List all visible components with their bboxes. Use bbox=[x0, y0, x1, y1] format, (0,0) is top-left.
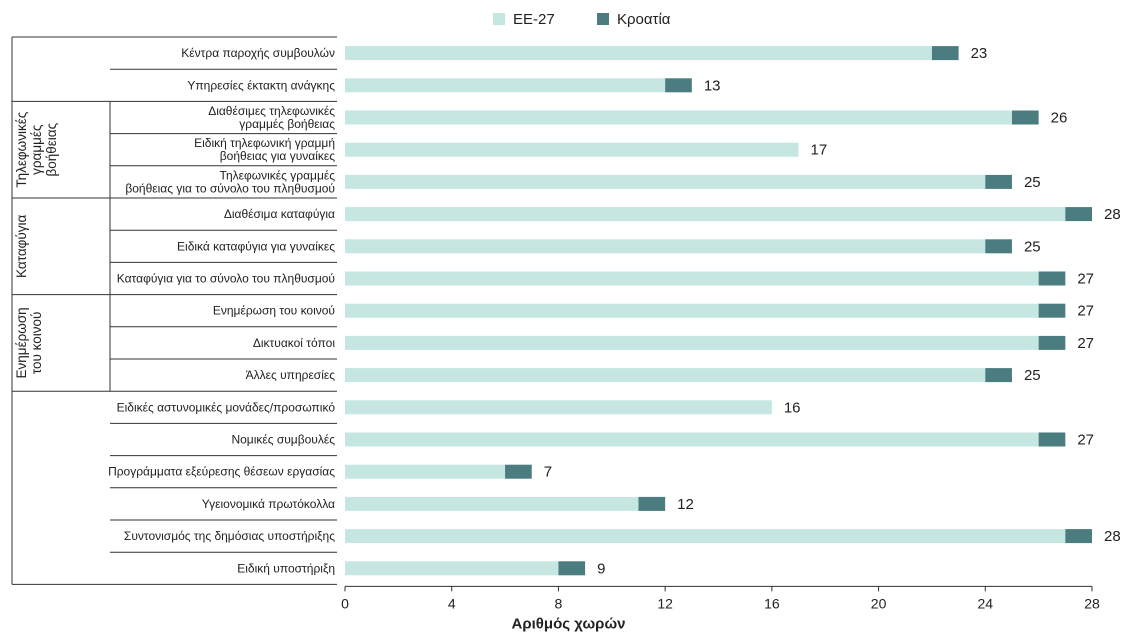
bars bbox=[345, 46, 1092, 576]
x-tick-label: 24 bbox=[977, 595, 993, 611]
value-label: 27 bbox=[1077, 271, 1094, 288]
x-tick-label: 12 bbox=[657, 595, 673, 611]
bar-croatia bbox=[931, 46, 959, 61]
value-label: 17 bbox=[811, 142, 828, 159]
bar-eu27 bbox=[345, 110, 1012, 125]
category-label: Κέντρα παροχής συμβουλών bbox=[181, 46, 335, 60]
legend-label: Κροατία bbox=[617, 11, 671, 28]
bar-croatia bbox=[1038, 303, 1066, 318]
value-label: 27 bbox=[1077, 432, 1094, 449]
bar-eu27 bbox=[345, 368, 986, 383]
bar-croatia bbox=[638, 496, 666, 511]
value-label: 9 bbox=[597, 560, 605, 577]
category-label: Ειδική τηλεφωνική γραμμή bbox=[194, 136, 335, 150]
category-labels: Κέντρα παροχής συμβουλών Υπηρεσίες έκτακτ… bbox=[108, 46, 335, 575]
x-tick-label: 0 bbox=[341, 595, 349, 611]
value-labels: 23 13 26 17 25 28 25 27 27 27 25 16 27 7 12 28 9 bbox=[544, 45, 1121, 577]
category-label: Ειδικές αστυνομικές μονάδες/προσωπικό bbox=[117, 400, 336, 414]
x-axis-title: Αριθμός χωρών bbox=[512, 615, 626, 632]
value-label: 25 bbox=[1024, 174, 1041, 191]
category-label: Προγράμματα εξεύρεσης θέσεων εργασίας bbox=[108, 465, 335, 479]
group-label: του κοινού bbox=[29, 312, 44, 375]
bar-eu27 bbox=[345, 303, 1039, 318]
category-label: βοήθειας για γυναίκες bbox=[220, 149, 335, 163]
x-tick-label: 20 bbox=[871, 595, 887, 611]
bar-eu27 bbox=[345, 174, 986, 189]
value-label: 16 bbox=[784, 399, 801, 416]
value-label: 28 bbox=[1104, 528, 1121, 545]
value-label: 26 bbox=[1051, 110, 1068, 127]
category-label: Δικτυακοί τόποι bbox=[253, 336, 335, 350]
bar-eu27 bbox=[345, 561, 559, 576]
x-tick-label: 28 bbox=[1084, 595, 1100, 611]
category-label: βοήθειας για το σύνολο του πληθυσμού bbox=[125, 181, 335, 195]
bar-croatia bbox=[1038, 432, 1066, 447]
category-label: γραμμές βοήθειας bbox=[239, 117, 335, 131]
bar-eu27 bbox=[345, 432, 1039, 447]
legend-label: ΕΕ-27 bbox=[513, 11, 555, 28]
value-label: 27 bbox=[1077, 335, 1094, 352]
group-label: Ενημέρωση bbox=[14, 307, 29, 378]
x-tick-label: 4 bbox=[448, 595, 456, 611]
bar-eu27 bbox=[345, 239, 986, 254]
bar-eu27 bbox=[345, 464, 506, 479]
value-label: 25 bbox=[1024, 367, 1041, 384]
group-labels: Τηλεφωνικές γραμμές βοήθειας Καταφύγια Ενημέ… bbox=[14, 111, 59, 378]
category-label: Υγειονομικά πρωτόκολλα bbox=[202, 497, 335, 511]
bar-eu27 bbox=[345, 496, 639, 511]
bar-croatia bbox=[985, 368, 1012, 383]
bar-eu27 bbox=[345, 529, 1066, 544]
category-label: Διαθέσιμες τηλεφωνικές bbox=[208, 104, 335, 118]
value-label: 27 bbox=[1077, 303, 1094, 320]
bar-croatia bbox=[1038, 335, 1066, 350]
bar-eu27 bbox=[345, 142, 799, 157]
bar-eu27 bbox=[345, 271, 1039, 286]
group-label: Τηλεφωνικές bbox=[14, 111, 29, 187]
category-label: Νομικές συμβουλές bbox=[231, 433, 335, 447]
value-label: 7 bbox=[544, 464, 552, 481]
category-label: Ειδική υποστήριξη bbox=[237, 561, 335, 575]
legend-swatch bbox=[493, 13, 505, 25]
bar-eu27 bbox=[345, 335, 1039, 350]
bar-eu27 bbox=[345, 46, 932, 61]
bar-croatia bbox=[1065, 207, 1092, 222]
category-label: Άλλες υπηρεσίες bbox=[246, 368, 336, 382]
category-label: Διαθέσιμα καταφύγια bbox=[224, 207, 335, 221]
bar-croatia bbox=[985, 174, 1012, 189]
value-label: 25 bbox=[1024, 238, 1041, 255]
bar-eu27 bbox=[345, 400, 772, 415]
bar-croatia bbox=[558, 561, 586, 576]
value-label: 28 bbox=[1104, 206, 1121, 223]
category-label: Τηλεφωνικές γραμμές bbox=[220, 168, 336, 182]
category-label: Συντονισμός της δημόσιας υποστήριξης bbox=[124, 529, 335, 543]
bar-eu27 bbox=[345, 78, 666, 93]
bar-croatia bbox=[1065, 529, 1092, 544]
legend: ΕΕ-27 Κροατία bbox=[493, 11, 671, 28]
value-label: 13 bbox=[704, 77, 721, 94]
bar-croatia bbox=[1038, 271, 1066, 286]
group-label: βοήθειας bbox=[44, 122, 59, 176]
bar-croatia bbox=[985, 239, 1012, 254]
x-tick-label: 16 bbox=[764, 595, 780, 611]
x-axis: 0 4 8 12 16 20 24 28 Αριθμός χωρών bbox=[341, 585, 1100, 632]
value-label: 23 bbox=[971, 45, 988, 62]
bar-croatia bbox=[1011, 110, 1039, 125]
bar-eu27 bbox=[345, 207, 1066, 222]
category-label: Ειδικά καταφύγια για γυναίκες bbox=[177, 239, 335, 253]
bar-croatia bbox=[505, 464, 532, 479]
group-label: Καταφύγια bbox=[14, 214, 29, 277]
bar-croatia bbox=[665, 78, 692, 93]
value-label: 12 bbox=[677, 496, 694, 513]
category-label: Υπηρεσίες έκτακτη ανάγκης bbox=[187, 78, 335, 92]
category-frame bbox=[11, 36, 337, 585]
x-tick-label: 8 bbox=[555, 595, 563, 611]
group-label: γραμμές bbox=[29, 124, 44, 175]
category-label: Ενημέρωση του κοινού bbox=[213, 304, 335, 318]
category-label: Καταφύγια για το σύνολο του πληθυσμού bbox=[117, 272, 335, 286]
legend-swatch bbox=[597, 13, 609, 25]
